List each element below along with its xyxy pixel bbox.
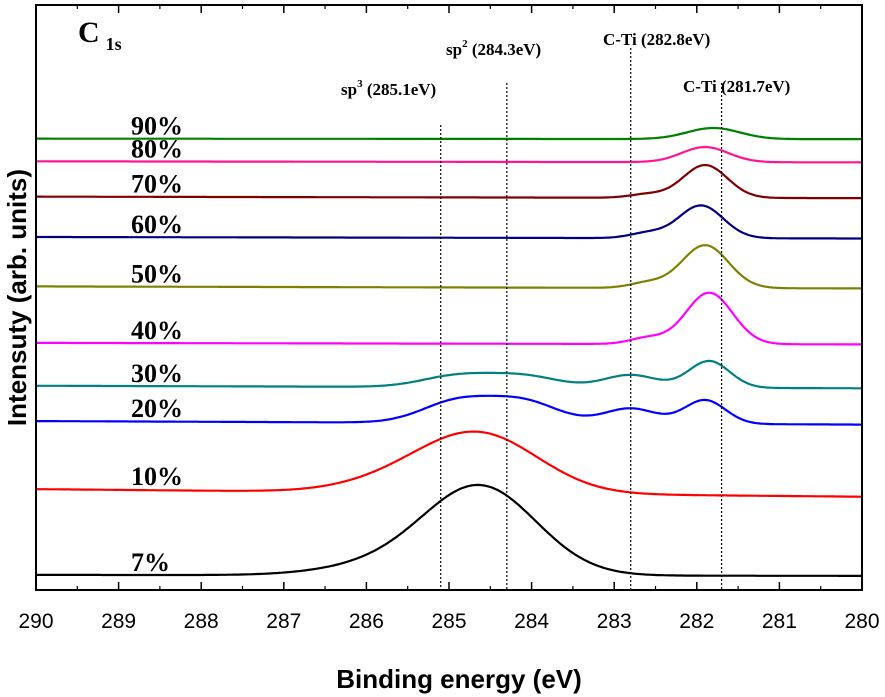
- annotation-3: C-Ti (281.7eV): [683, 77, 790, 96]
- x-tick-label: 286: [349, 610, 384, 633]
- annotation-2: C-Ti (282.8eV): [603, 30, 710, 49]
- peak-annotations: sp3 (285.1eV) sp2 (284.3eV) C-Ti (282.8eV)…: [341, 30, 790, 99]
- series-line-80pct: [36, 145, 862, 164]
- x-tick-label: 289: [101, 610, 136, 633]
- series-line-7pct: [36, 483, 862, 578]
- series-label-40pct: 40%: [131, 316, 183, 345]
- x-tick-label: 283: [597, 610, 632, 633]
- annotation-0: sp3 (285.1eV): [341, 78, 436, 99]
- series-line-60pct: [36, 204, 862, 240]
- x-tick-label: 284: [514, 610, 549, 633]
- series-label-70pct: 70%: [131, 170, 183, 199]
- series-line-10pct: [35, 430, 862, 498]
- panel-label-main: C: [78, 16, 100, 49]
- series-label-80pct: 80%: [131, 134, 183, 163]
- panel-label: C 1s: [78, 16, 122, 54]
- series-label-10pct: 10%: [131, 462, 183, 491]
- series-label-60pct: 60%: [131, 210, 183, 239]
- series-label-90pct: 90%: [131, 112, 183, 141]
- series-line-20pct: [36, 394, 862, 426]
- x-tick-label: 288: [184, 610, 219, 633]
- series-layer: [35, 126, 863, 578]
- x-tick-label: 281: [762, 610, 797, 633]
- series-line-30pct: [36, 359, 862, 390]
- series-line-70pct: [36, 163, 863, 200]
- series-label-7pct: 7%: [131, 548, 170, 577]
- series-labels: 7% 10% 20% 30% 40% 50% 60% 70% 80%90%: [131, 112, 183, 577]
- series-label-50pct: 50%: [131, 259, 183, 288]
- reference-lines: [440, 48, 723, 590]
- panel-label-sub: 1s: [106, 34, 122, 54]
- series-line-50pct: [36, 244, 862, 290]
- x-axis-ticks: 290 289 288 287 286 285 284 283 282 281 280: [18, 5, 880, 633]
- series-line-40pct: [36, 291, 862, 346]
- x-tick-label: 287: [266, 610, 301, 633]
- x-tick-label: 285: [431, 610, 466, 633]
- series-line-90pct: [36, 126, 862, 141]
- y-axis-title: Intensuty (arb. units): [2, 169, 32, 426]
- x-axis-title: Binding energy (eV): [336, 664, 582, 694]
- series-label-30pct: 30%: [131, 359, 183, 388]
- x-tick-label: 282: [679, 610, 714, 633]
- annotation-1: sp2 (284.3eV): [446, 38, 541, 59]
- x-tick-label: 290: [18, 610, 53, 633]
- series-label-20pct: 20%: [131, 394, 183, 423]
- x-tick-label: 280: [844, 610, 879, 633]
